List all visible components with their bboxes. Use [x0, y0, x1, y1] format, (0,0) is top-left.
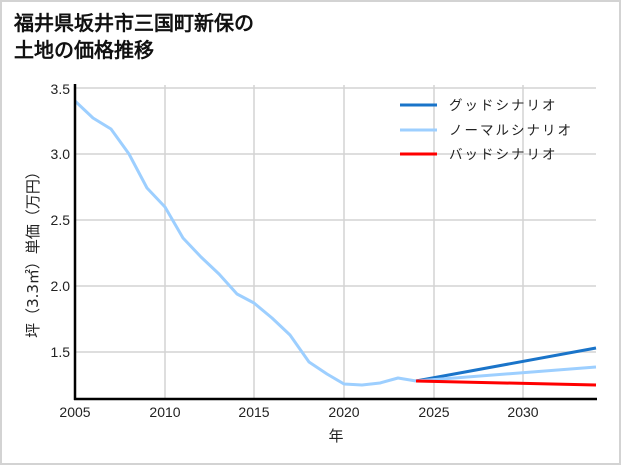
x-tick-label: 2030: [507, 404, 538, 420]
legend-item-bad: バッドシナリオ: [400, 147, 558, 163]
x-tick-label: 2010: [149, 404, 180, 420]
legend: グッドシナリオ ノーマルシナリオ バッドシナリオ: [400, 98, 573, 163]
x-tick-label: 2015: [238, 404, 269, 420]
series-historical-line: [73, 99, 417, 387]
legend-label: バッドシナリオ: [449, 147, 558, 163]
y-tick-label: 3.5: [51, 81, 71, 97]
x-axis-title: 年: [328, 427, 343, 445]
grid: [75, 85, 596, 399]
y-tick-labels: 1.5 2.0 2.5 3.0 3.5: [51, 81, 71, 360]
y-tick-label: 2.5: [51, 212, 71, 228]
y-tick-label: 1.5: [51, 344, 71, 360]
legend-label: ノーマルシナリオ: [449, 123, 573, 139]
legend-label: グッドシナリオ: [449, 98, 558, 114]
y-tick-label: 2.0: [51, 278, 71, 294]
x-tick-labels: 2005 2010 2015 2020 2025 2030: [59, 404, 538, 420]
legend-item-normal: ノーマルシナリオ: [400, 123, 573, 139]
chart-title-line-1: 福井県坂井市三国町新保の: [14, 11, 254, 35]
series-bad-scenario-line: [415, 379, 597, 387]
chart-title-line-2: 土地の価格推移: [14, 38, 154, 62]
y-axis-title: 坪（3.3㎡）単価（万円）: [24, 164, 42, 338]
legend-item-good: グッドシナリオ: [400, 98, 558, 114]
series-good-scenario-line: [415, 346, 597, 383]
series-normal-scenario-line: [415, 365, 597, 383]
x-tick-label: 2005: [59, 404, 90, 420]
x-tick-label: 2025: [418, 404, 449, 420]
chart-title: 福井県坂井市三国町新保の 土地の価格推移: [14, 10, 254, 64]
x-tick-label: 2020: [328, 404, 359, 420]
y-tick-label: 3.0: [51, 146, 71, 162]
